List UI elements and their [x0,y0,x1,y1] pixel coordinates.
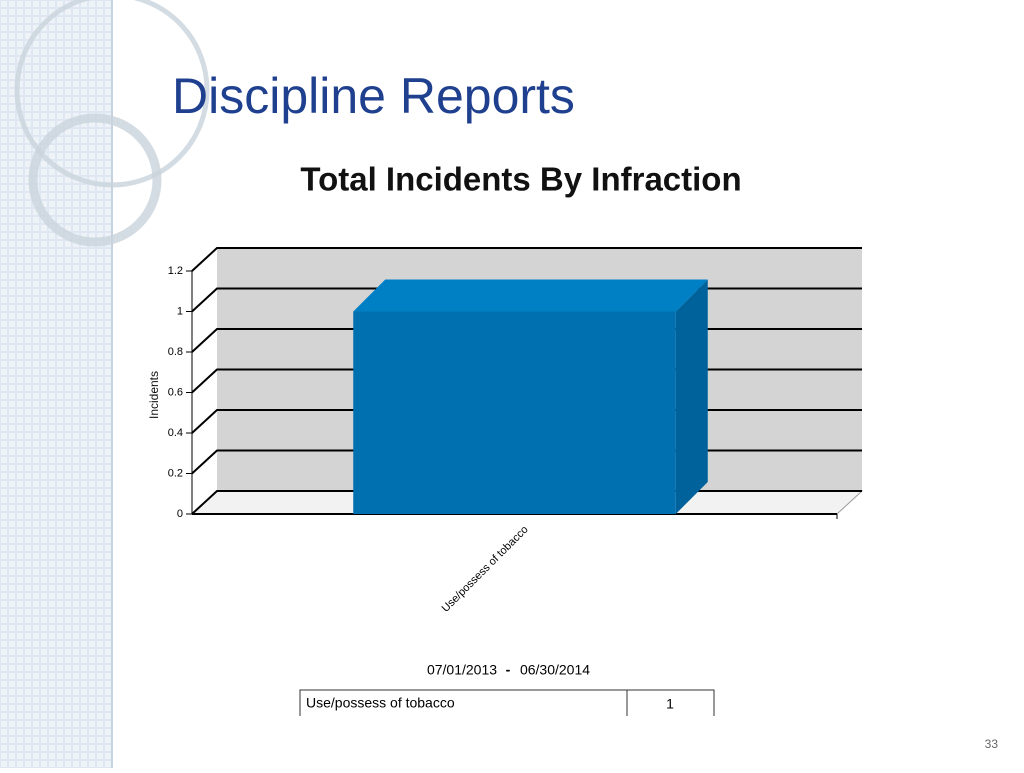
table-cell: 1 [666,696,674,712]
chart-title: Total Incidents By Infraction [300,161,741,198]
y-tick-label: 1 [177,305,183,317]
y-tick-label: 0 [177,508,183,520]
table-cell: Use/possess of tobacco [306,695,455,711]
deco-circle [28,113,162,247]
grid-line [191,247,862,272]
slide-title: Discipline Reports [172,68,575,124]
bar-top [353,279,708,312]
y-tick-label: 0.4 [168,427,183,439]
deco-circle [14,0,210,188]
page-number: 33 [985,737,999,751]
y-axis-label: Incidents [147,371,161,419]
date-end: 06/30/2014 [520,662,590,678]
plot: 0 0.2 0.4 0.6 0.8 1 1.2 Use/possess of tobacco [168,247,864,615]
y-tick-label: 0.2 [168,467,183,479]
bar-side [675,279,708,514]
date-separator: - [506,662,511,678]
bar [353,311,676,514]
table-border [299,689,715,716]
date-start: 07/01/2013 [427,662,497,678]
x-tick-label: Use/possess of tobacco [440,524,531,615]
y-tick-label: 0.6 [168,386,183,398]
y-tick-label: 1.2 [168,265,183,277]
y-tick-label: 0.8 [168,346,183,358]
